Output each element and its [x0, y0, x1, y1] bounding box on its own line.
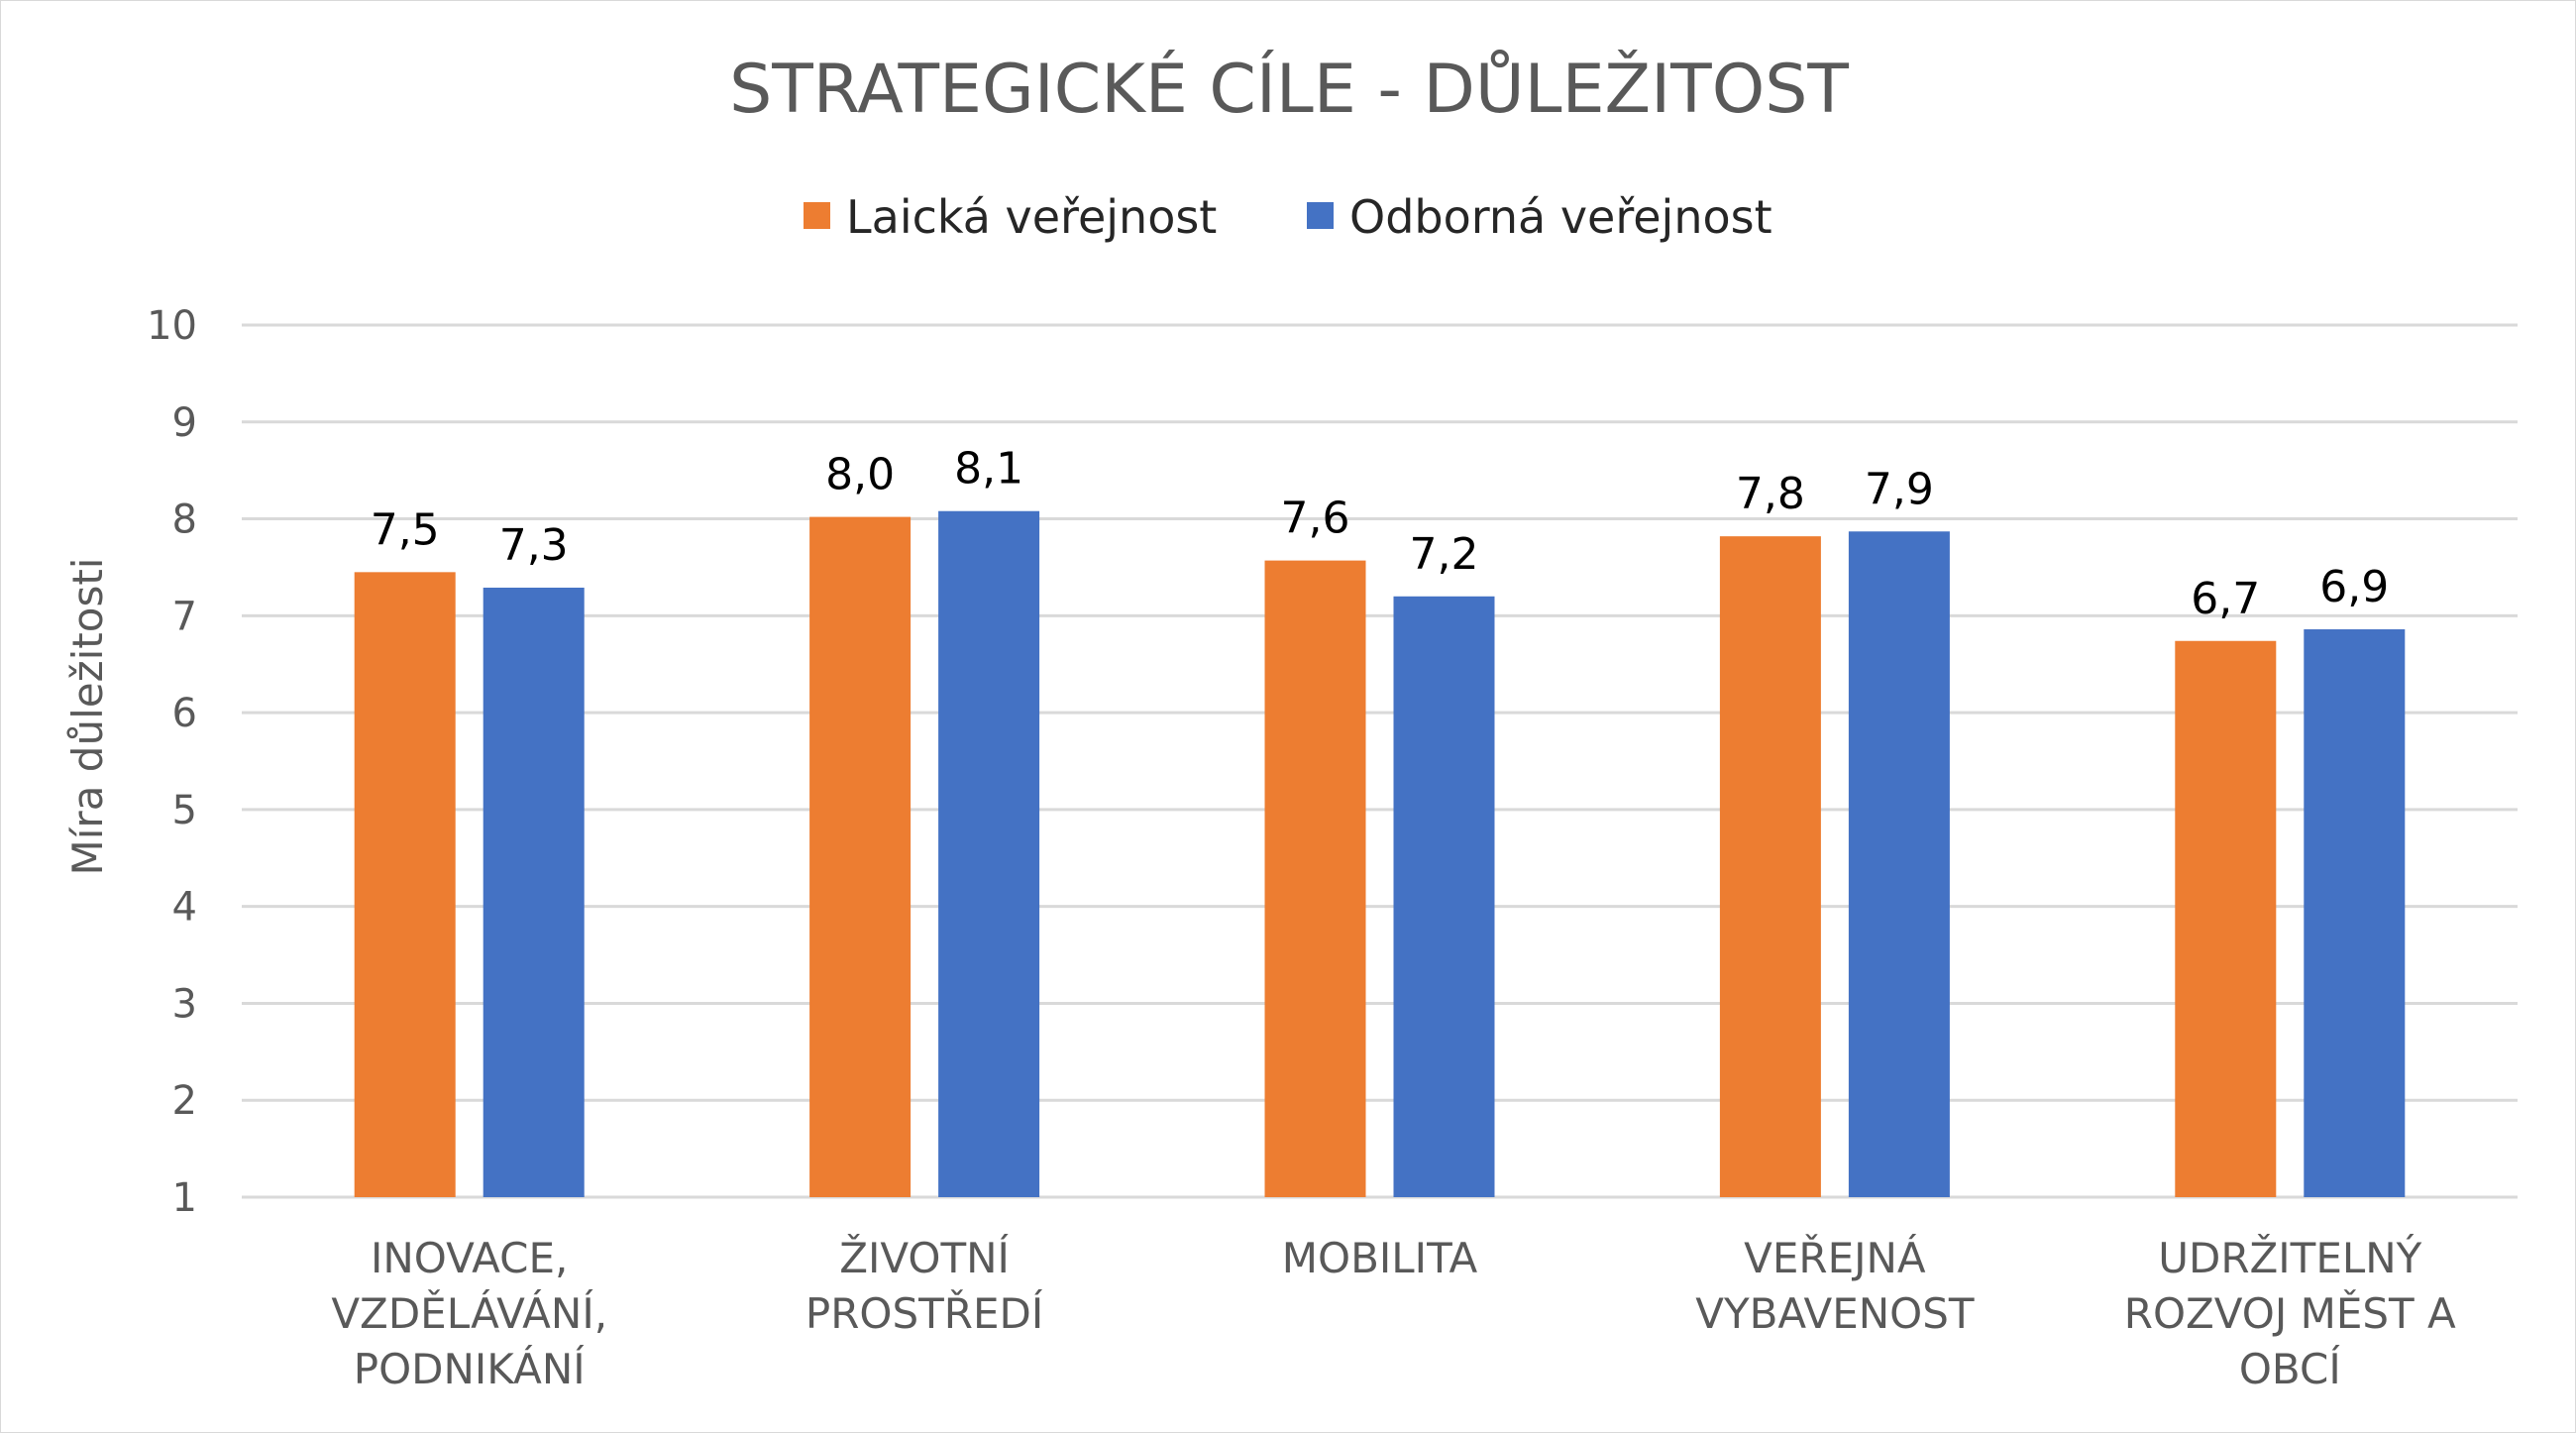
gridlines — [242, 323, 2518, 1199]
bar-laicka-4 — [2175, 640, 2277, 1197]
data-label-odborna-3: 7,9 — [1865, 464, 1934, 514]
y-tick-7: 7 — [172, 594, 197, 639]
x-axis-categories: INOVACE, VZDĚLÁVÁNÍ, PODNIKÁNÍ ŽIVOTNÍ PROST… — [331, 1233, 2456, 1393]
bar-odborna-3 — [1848, 531, 1950, 1197]
data-label-odborna-4: 6,9 — [2319, 562, 2389, 612]
legend-swatch-odborna — [1307, 202, 1334, 229]
bar-laicka-0 — [354, 572, 456, 1197]
bar-odborna-2 — [1393, 596, 1495, 1197]
y-tick-5: 5 — [172, 788, 197, 833]
data-label-laicka-1: 8,0 — [825, 450, 895, 500]
y-tick-4: 4 — [172, 885, 197, 931]
bar-odborna-4 — [2304, 629, 2406, 1197]
legend: Laická veřejnost Odborná veřejnost — [804, 190, 1772, 244]
bar-laicka-1 — [809, 516, 912, 1197]
y-tick-1: 1 — [172, 1175, 197, 1221]
bar-odborna-1 — [938, 510, 1040, 1197]
data-label-laicka-4: 6,7 — [2191, 574, 2260, 624]
y-tick-9: 9 — [172, 400, 197, 446]
y-tick-8: 8 — [172, 497, 197, 543]
y-tick-2: 2 — [172, 1078, 197, 1124]
legend-label-odborna: Odborná veřejnost — [1349, 190, 1772, 244]
data-label-odborna-0: 7,3 — [499, 520, 569, 571]
bar-laicka-2 — [1264, 560, 1366, 1197]
bars — [354, 510, 2406, 1197]
data-labels: 7,5 7,3 8,0 8,1 7,6 7,2 7,8 7,9 6,7 6,9 — [371, 444, 2390, 624]
category-label-2: MOBILITA — [1282, 1234, 1478, 1282]
y-axis-ticks: 1 2 3 4 5 6 7 8 9 10 — [147, 303, 197, 1221]
category-label-3: VEŘEJNÁ VYBAVENOST — [1695, 1233, 1975, 1338]
data-label-odborna-2: 7,2 — [1410, 529, 1479, 580]
data-label-laicka-0: 7,5 — [371, 504, 440, 555]
data-label-laicka-2: 7,6 — [1281, 494, 1350, 544]
y-tick-10: 10 — [147, 303, 197, 349]
chart-title: STRATEGICKÉ CÍLE - DŮLEŽITOST — [729, 50, 1849, 129]
y-tick-3: 3 — [172, 981, 197, 1027]
data-label-laicka-3: 7,8 — [1736, 469, 1805, 519]
data-label-odborna-1: 8,1 — [954, 444, 1023, 495]
y-tick-6: 6 — [172, 691, 197, 736]
bar-laicka-3 — [1719, 536, 1821, 1197]
category-label-4: UDRŽITELNÝ ROZVOJ MĚST A OBCÍ — [2124, 1233, 2456, 1393]
category-label-0: INOVACE, VZDĚLÁVÁNÍ, PODNIKÁNÍ — [331, 1234, 607, 1393]
legend-swatch-laicka — [804, 202, 830, 229]
y-axis-title: Míra důležitosti — [63, 558, 112, 876]
bar-odborna-0 — [483, 587, 585, 1197]
category-label-1: ŽIVOTNÍ PROSTŘEDÍ — [805, 1233, 1043, 1338]
legend-label-laicka: Laická veřejnost — [846, 190, 1217, 244]
